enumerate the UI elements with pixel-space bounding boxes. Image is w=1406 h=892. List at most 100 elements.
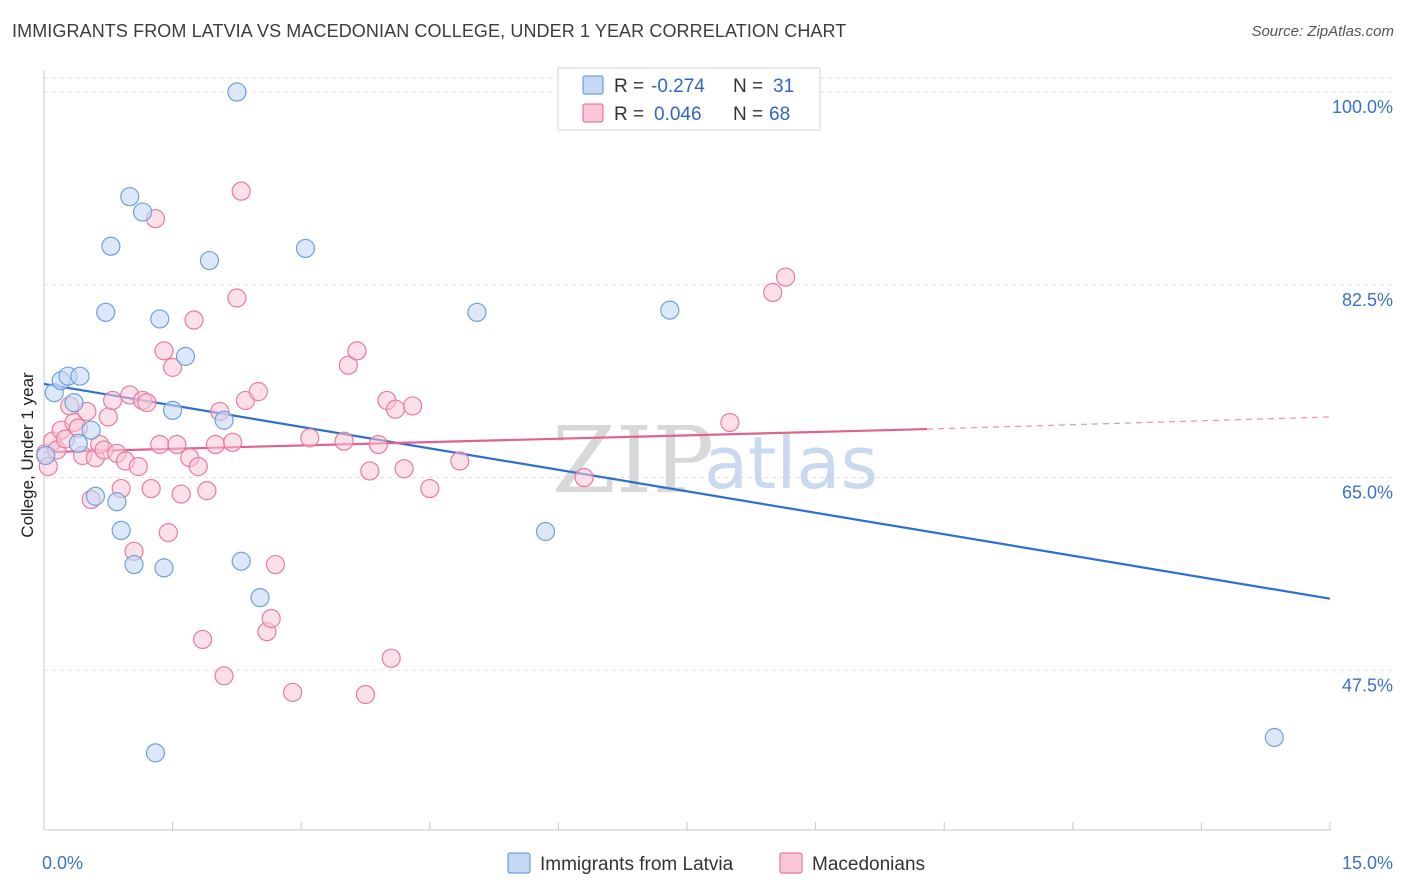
macedonians-point — [450, 451, 470, 471]
latvia-point — [70, 366, 90, 386]
y-tick-labels: 100.0% 82.5% 65.0% 47.5% — [1332, 97, 1393, 695]
y-tick-label: 47.5% — [1342, 675, 1393, 695]
latvia-point — [150, 309, 170, 329]
macedonians-point — [394, 459, 414, 479]
latvia-point — [660, 300, 680, 320]
latvia-point — [535, 521, 556, 542]
legend-n-label: N = — [733, 76, 763, 97]
legend-n-label: N = — [733, 104, 763, 125]
macedonians-point — [197, 481, 217, 501]
latvia-point — [132, 202, 153, 222]
macedonians-point — [102, 390, 123, 411]
trend-line-latvia — [43, 382, 1331, 600]
latvia-point — [124, 554, 144, 575]
latvia-point — [231, 551, 251, 571]
y-axis-label: College, Under 1 year — [18, 372, 37, 538]
macedonians-point — [574, 467, 594, 488]
latvia-point — [163, 400, 183, 420]
latvia-point — [101, 236, 121, 256]
macedonians-point — [188, 456, 208, 477]
macedonians-point — [227, 288, 247, 308]
source-label: Source: ZipAtlas.com — [1251, 23, 1394, 40]
bottom-legend-label: Immigrants from Latvia — [540, 854, 734, 875]
latvia-point — [85, 486, 106, 506]
macedonians-point — [775, 267, 796, 287]
x-tick-label: 15.0% — [1342, 853, 1393, 873]
latvia-point — [111, 520, 131, 541]
legend-swatch-blue — [582, 75, 604, 95]
macedonians-point — [98, 407, 118, 427]
macedonians-point — [283, 682, 303, 702]
macedonians-point — [420, 478, 440, 499]
macedonians-point — [334, 431, 354, 451]
macedonians-point — [141, 478, 161, 499]
macedonians-point — [128, 456, 148, 477]
latvia-point — [295, 238, 316, 259]
legend-r-value: -0.274 — [651, 76, 705, 97]
y-tick-label: 82.5% — [1342, 290, 1393, 310]
macedonians-point — [193, 629, 213, 650]
macedonians-point — [338, 355, 358, 375]
latvia-point — [36, 445, 56, 466]
legend-n-value: 31 — [773, 76, 794, 97]
macedonians-point — [261, 608, 281, 629]
chart-title: IMMIGRANTS FROM LATVIA VS MACEDONIAN COL… — [12, 21, 847, 41]
legend-r-value: 0.046 — [654, 104, 702, 125]
macedonians-point — [163, 357, 183, 377]
latvia-point — [199, 250, 220, 271]
macedonians-point — [347, 341, 367, 361]
bottom-legend: Immigrants from Latvia Macedonians — [507, 852, 925, 875]
macedonians-point — [150, 434, 170, 455]
latvia-point — [467, 302, 487, 322]
legend-n-value: 68 — [769, 104, 790, 125]
macedonians-point — [385, 399, 406, 419]
macedonians-point — [205, 434, 226, 455]
macedonians-point — [720, 412, 740, 433]
latvia-point — [214, 410, 234, 430]
legend-r-label: R = — [614, 76, 644, 97]
trend-line-macedonians-extrapolated — [927, 416, 1331, 430]
latvia-point — [145, 743, 166, 763]
macedonians-point — [355, 684, 376, 705]
latvia-point — [81, 420, 101, 440]
macedonians-point — [214, 666, 234, 686]
latvia-point — [120, 187, 140, 207]
macedonians-point — [154, 341, 174, 361]
macedonians-point — [360, 461, 380, 481]
macedonians-point — [231, 181, 251, 201]
latvia-point — [1264, 727, 1284, 748]
grid-lines — [44, 77, 1395, 671]
legend-box: R = -0.274 N = 31 R = 0.046 N = 68 — [557, 67, 821, 131]
latvia-point — [96, 302, 116, 322]
macedonians-point — [300, 428, 320, 448]
x-tick-label: 0.0% — [42, 853, 83, 873]
latvia-point — [107, 492, 127, 512]
macedonians-point — [265, 554, 286, 575]
macedonians-point — [223, 432, 243, 452]
bottom-legend-swatch-pink — [779, 852, 803, 874]
macedonians-point — [184, 310, 204, 330]
macedonians-point — [158, 523, 178, 543]
macedonians-point — [248, 382, 268, 402]
macedonians-point — [403, 396, 423, 416]
latvia-point — [250, 587, 270, 608]
macedonians-point — [368, 434, 388, 455]
latvia-point — [227, 82, 247, 102]
latvia-point — [175, 346, 196, 366]
bottom-legend-label: Macedonians — [812, 854, 925, 875]
legend-swatch-pink — [582, 103, 604, 123]
latvia-point — [154, 558, 174, 578]
y-tick-label: 100.0% — [1332, 97, 1393, 117]
latvia-point — [68, 433, 88, 453]
data-points — [36, 82, 1284, 763]
y-tick-label: 65.0% — [1342, 483, 1393, 503]
macedonians-point — [137, 393, 157, 413]
legend-r-label: R = — [614, 104, 644, 125]
latvia-point — [64, 393, 84, 413]
x-tick-labels: 0.0% 15.0% — [42, 853, 1393, 873]
macedonians-point — [167, 434, 187, 455]
macedonians-point — [171, 484, 191, 504]
macedonians-point — [381, 648, 401, 668]
bottom-legend-swatch-blue — [507, 852, 531, 874]
